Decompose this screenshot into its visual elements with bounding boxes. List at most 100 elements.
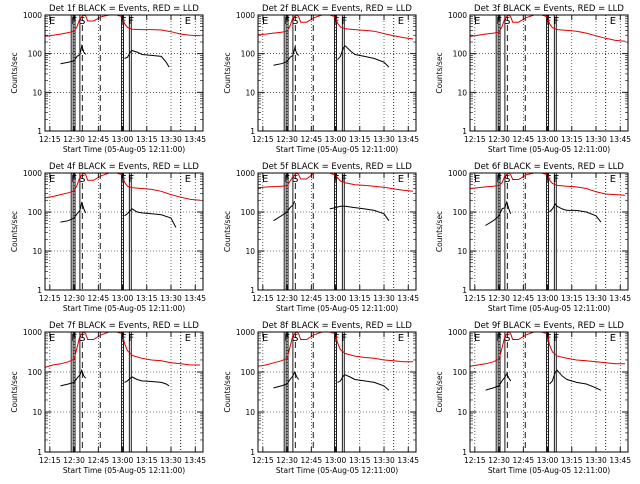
x-tick-label: 13:30: [585, 456, 607, 465]
panel-title: Det 8f BLACK = Events, RED = LLD: [262, 321, 412, 331]
x-tick-label: 12:15: [252, 294, 274, 303]
x-tick-label: 12:15: [252, 456, 274, 465]
flag-label: E: [49, 333, 55, 344]
panel-title: Det 5f BLACK = Events, RED = LLD: [262, 162, 412, 172]
x-axis-label: Start Time (05-Aug-05 12:11:00): [488, 304, 610, 313]
events-series-line: [60, 368, 170, 387]
axes-frame: [469, 172, 629, 291]
axes-frame: [469, 331, 629, 453]
x-tick-label: 13:30: [373, 294, 395, 303]
x-tick-label: 13:30: [585, 135, 607, 144]
x-axis-label: Start Time (05-Aug-05 12:11:00): [488, 466, 610, 475]
y-tick-label: 1: [462, 448, 467, 457]
x-tick-label: 12:15: [252, 135, 274, 144]
flag-label: F: [341, 16, 347, 27]
flag-label: S: [292, 174, 298, 185]
y-tick-label: 1000: [23, 328, 42, 337]
x-axis-label: Start Time (05-Aug-05 12:11:00): [488, 145, 610, 154]
x-tick-label: 13:00: [112, 294, 134, 303]
x-tick-label: 12:15: [39, 456, 61, 465]
panel-title: Det 7f BLACK = Events, RED = LLD: [49, 321, 199, 331]
flag-label: S: [79, 174, 85, 185]
flag-label: F: [71, 16, 77, 27]
x-tick-label: 12:30: [488, 135, 510, 144]
y-tick-label: 1: [462, 286, 467, 295]
y-tick-label: 10: [32, 88, 42, 97]
y-tick-label: 10: [245, 88, 255, 97]
flag-label: E: [398, 174, 404, 185]
flag-label: E: [262, 174, 268, 185]
x-tick-label: 12:30: [63, 456, 85, 465]
y-tick-label: 10: [32, 247, 42, 256]
x-tick-label: 13:30: [160, 456, 182, 465]
y-tick-label: 100: [28, 208, 43, 217]
flag-label: F: [496, 333, 502, 344]
x-axis-label: Start Time (05-Aug-05 12:11:00): [63, 466, 185, 475]
flag-label: E: [262, 16, 268, 27]
y-tick-label: 100: [28, 50, 43, 59]
x-tick-label: 13:00: [325, 294, 347, 303]
flag-label: E: [474, 174, 480, 185]
x-axis-label: Start Time (05-Aug-05 12:11:00): [63, 145, 185, 154]
x-tick-label: 12:45: [88, 456, 110, 465]
y-tick-label: 1000: [23, 169, 42, 178]
x-tick-label: 13:45: [397, 135, 419, 144]
x-tick-label: 13:00: [537, 456, 559, 465]
x-tick-label: 13:00: [112, 456, 134, 465]
axes-frame: [257, 14, 417, 132]
x-tick-label: 13:30: [373, 135, 395, 144]
y-tick-label: 1: [250, 448, 255, 457]
flag-label: S: [292, 16, 298, 27]
axes-frame: [469, 14, 629, 132]
x-tick-label: 13:15: [136, 294, 158, 303]
x-tick-label: 13:45: [397, 456, 419, 465]
x-tick-label: 13:00: [537, 135, 559, 144]
x-tick-label: 12:45: [301, 135, 323, 144]
x-tick-label: 12:15: [464, 294, 486, 303]
y-tick-label: 1: [37, 127, 42, 136]
x-tick-label: 13:30: [160, 294, 182, 303]
flag-label: F: [553, 333, 559, 344]
x-tick-label: 13:45: [184, 456, 206, 465]
y-tick-label: 10: [32, 408, 42, 417]
x-tick-label: 13:15: [349, 135, 371, 144]
flag-label: F: [334, 174, 340, 185]
y-tick-label: 1: [250, 127, 255, 136]
events-series-line: [273, 370, 390, 391]
x-tick-label: 13:45: [609, 294, 631, 303]
flag-label: S: [504, 174, 510, 185]
x-tick-label: 12:30: [276, 456, 298, 465]
x-tick-label: 12:30: [276, 135, 298, 144]
x-tick-label: 12:45: [301, 456, 323, 465]
x-tick-label: 12:30: [276, 294, 298, 303]
y-axis-label: Counts/sec: [223, 52, 232, 93]
y-tick-label: 10: [457, 247, 467, 256]
y-tick-label: 10: [457, 88, 467, 97]
x-tick-label: 12:15: [39, 294, 61, 303]
flag-label: F: [496, 174, 502, 185]
panel-title: Det 4f BLACK = Events, RED = LLD: [49, 162, 199, 172]
panel-title: Det 9f BLACK = Events, RED = LLD: [474, 321, 624, 331]
axes-frame: [44, 172, 204, 291]
flag-label: F: [128, 333, 134, 344]
flag-label: F: [553, 174, 559, 185]
flag-label: E: [610, 174, 616, 185]
y-tick-label: 100: [453, 368, 468, 377]
y-axis-label: Counts/sec: [10, 52, 19, 93]
y-tick-label: 1000: [236, 169, 255, 178]
x-tick-label: 12:45: [513, 135, 535, 144]
events-series-line: [273, 200, 390, 222]
x-tick-label: 13:45: [609, 135, 631, 144]
y-axis-label: Counts/sec: [10, 211, 19, 252]
y-tick-label: 100: [453, 50, 468, 59]
flag-label: E: [474, 333, 480, 344]
y-axis-label: Counts/sec: [435, 52, 444, 93]
x-axis-label: Start Time (05-Aug-05 12:11:00): [63, 304, 185, 313]
x-tick-label: 12:15: [39, 135, 61, 144]
y-tick-label: 1000: [448, 11, 467, 20]
